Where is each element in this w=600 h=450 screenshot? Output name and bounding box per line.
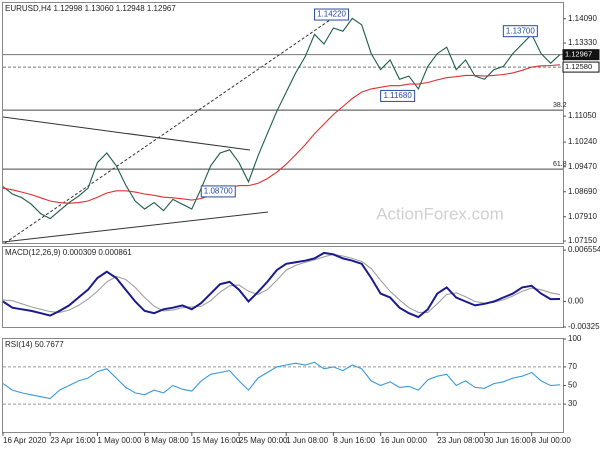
series-line	[2, 64, 561, 204]
y-tick-label: 1.14090	[568, 14, 597, 23]
x-tick-label: 16 Jun 00:00	[381, 436, 428, 445]
annotation-box	[502, 25, 538, 38]
price-tag-label: 1.12580	[565, 62, 592, 71]
annotation-box	[380, 89, 416, 102]
trend-line	[2, 211, 269, 243]
y-tick-label: 1.10240	[568, 137, 597, 146]
annotation-label: 1.11680	[383, 91, 412, 100]
annotation-label: 1.13700	[506, 26, 535, 35]
trend-line	[2, 116, 251, 151]
series-line	[2, 253, 561, 313]
y-tick-label: 70	[568, 362, 577, 371]
x-tick-label: 8 May 08:00	[145, 436, 190, 445]
y-tick-label: 100	[568, 334, 582, 343]
watermark: ActionForex.com	[376, 204, 504, 223]
panel-title: EURUSD,H4 1.12998 1.13060 1.12948 1.1296…	[5, 4, 176, 13]
y-tick-label: 1.07910	[568, 212, 597, 221]
x-tick-label: 30 Jun 16:00	[484, 436, 531, 445]
y-tick-label: 0.006554	[568, 245, 600, 254]
main-panel	[2, 2, 564, 244]
x-tick-label: 16 Apr 2020	[3, 436, 47, 445]
level-label: 61.8	[553, 161, 567, 168]
price-tag-label: 1.12967	[565, 50, 592, 59]
x-tick-label: 8 Jun 16:00	[333, 436, 375, 445]
annotation-label: 1.14220	[317, 10, 346, 19]
x-tick-label: 1 Jun 08:00	[286, 436, 328, 445]
y-tick-label: 1.09470	[568, 162, 597, 171]
series-line	[2, 17, 561, 220]
annotation-box	[200, 185, 236, 198]
trend-line	[4, 19, 331, 244]
x-tick-label: 25 May 00:00	[239, 436, 288, 445]
x-tick-label: 23 Apr 16:00	[50, 436, 96, 445]
y-tick-label: 30	[568, 399, 577, 408]
y-tick-label: 1.08690	[568, 187, 597, 196]
y-tick-label: 0.00	[568, 297, 584, 306]
x-tick-label: 1 May 00:00	[97, 436, 142, 445]
y-tick-label: 1.11050	[568, 111, 597, 120]
series-line	[2, 251, 561, 319]
panel-title: RSI(14) 50.7677	[5, 340, 64, 349]
price-tag	[562, 61, 600, 73]
x-tick-label: 23 Jun 08:00	[437, 436, 484, 445]
y-tick-label: 50	[568, 381, 577, 390]
annotation-label: 1.08700	[204, 187, 233, 196]
annotation-box	[314, 8, 350, 21]
y-tick-label: -0.003259	[568, 322, 600, 331]
x-tick-label: 15 May 16:00	[192, 436, 241, 445]
y-tick-label: 1.13330	[568, 38, 597, 47]
macd-panel	[2, 246, 564, 328]
series-line	[2, 361, 561, 400]
level-label: 38.2	[553, 102, 567, 109]
y-tick-label: 1.07150	[568, 236, 597, 245]
x-tick-label: 8 Jul 00:00	[532, 436, 572, 445]
price-tag	[562, 49, 600, 61]
panel-title: MACD(12,26,9) 0.000309 0.000861	[5, 248, 132, 257]
